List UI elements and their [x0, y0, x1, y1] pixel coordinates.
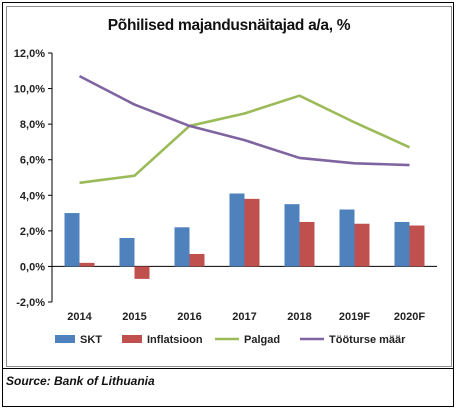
bar-inflatsioon [299, 221, 315, 267]
legend-label: Tööturse määr [329, 334, 406, 346]
y-tick-label: 2,0% [20, 226, 45, 238]
x-tick-label: 2020F [394, 311, 425, 323]
y-tick-label: 8,0% [20, 119, 45, 131]
y-tick-label: -2,0% [16, 297, 45, 309]
chart-svg: -2,0% 0,0% 2,0% 4,0% 6,0% 8,0% 10,0% 12,0% 2014 2… [14, 48, 437, 346]
y-tick-label: 0,0% [20, 261, 45, 273]
y-tick-label: 10,0% [14, 84, 45, 96]
bar-inflatsioon [409, 225, 425, 267]
bar-skt [339, 209, 355, 267]
divider [2, 368, 454, 369]
bar-skt [284, 204, 300, 267]
bar-inflatsioon [134, 266, 150, 279]
source-note: Source: Bank of Lithuania [6, 374, 155, 388]
x-tick-label: 2016 [177, 311, 201, 323]
line-tööturse-määr [78, 74, 410, 167]
chart-area [6, 6, 452, 367]
line-palgad [79, 94, 411, 185]
bar-inflatsioon [189, 253, 205, 267]
legend-label: Inflatsioon [147, 334, 203, 346]
x-tick-label: 2017 [232, 311, 256, 323]
legend-label: Palgad [244, 334, 280, 346]
bar-skt [394, 221, 410, 267]
bar-inflatsioon [79, 262, 95, 267]
bar-inflatsioon [354, 223, 370, 267]
y-tick-label: 4,0% [20, 190, 45, 202]
bar-skt [119, 237, 135, 267]
bar-skt [64, 213, 80, 267]
x-tick-label: 2015 [122, 311, 146, 323]
bar-inflatsioon [244, 198, 260, 267]
x-tick-label: 2018 [287, 311, 311, 323]
chart-title: Põhilised majandusnäitajad a/a, % [107, 17, 351, 34]
bar-skt [229, 193, 245, 267]
figure-frame [2, 2, 454, 407]
legend-label: SKT [80, 334, 102, 346]
x-tick-label: 2019F [339, 311, 370, 323]
legend-swatch [55, 335, 75, 343]
y-tick-label: 6,0% [20, 155, 45, 167]
y-tick-label: 12,0% [14, 48, 45, 60]
legend-swatch [122, 335, 142, 343]
bar-skt [174, 227, 190, 267]
x-tick-label: 2014 [67, 311, 92, 323]
